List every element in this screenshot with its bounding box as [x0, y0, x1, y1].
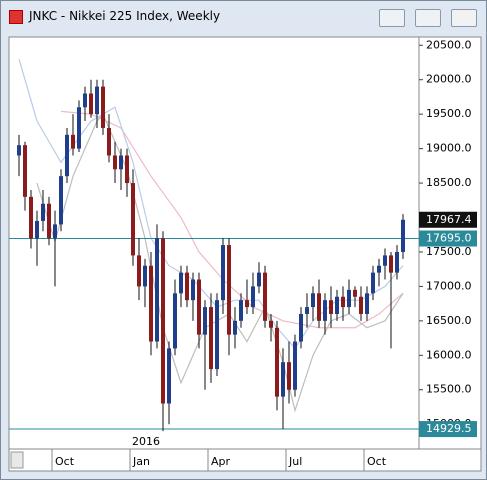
y-tick-label: 20500.0 [426, 38, 472, 51]
candle-body [395, 251, 399, 273]
candle-body [95, 86, 99, 115]
last-price-label: 17967.4 [426, 213, 472, 226]
candle-body [161, 238, 165, 404]
last-price-box [419, 211, 477, 228]
x-tick-label: Oct [367, 455, 387, 468]
plot-area [8, 36, 420, 450]
candle-body [209, 307, 213, 370]
candle-body [173, 293, 177, 349]
y-tick-label: 19000.0 [426, 142, 472, 155]
candle-body [239, 300, 243, 321]
candle-body [329, 300, 333, 314]
candle-body [311, 293, 315, 308]
candle-body [137, 255, 141, 287]
candle-body [251, 286, 255, 308]
y-tick-label: 16000.0 [426, 348, 472, 361]
scroll-handle[interactable] [10, 451, 24, 469]
candle-body [305, 307, 309, 314]
candle-body [149, 265, 153, 342]
candle-body [143, 265, 147, 287]
candle-body [203, 307, 207, 335]
minimize-button[interactable] [379, 9, 405, 27]
x-tick-label: Oct [55, 455, 75, 468]
candle-body [365, 293, 369, 314]
candle-body [77, 107, 81, 149]
candle-body [113, 155, 117, 170]
candle-body [29, 196, 33, 239]
candle-body [35, 220, 39, 239]
candle-body [245, 300, 249, 308]
candle-body [119, 155, 123, 170]
candle-body [167, 348, 171, 404]
candle-body [269, 320, 273, 328]
reference-label: 14929.5 [426, 422, 472, 435]
candle-body [287, 362, 291, 390]
candle-body [23, 145, 27, 197]
x-tick-label: Jul [288, 455, 302, 468]
reference-label-box [419, 421, 477, 438]
candle-body [107, 127, 111, 156]
y-tick-label: 15500.0 [426, 383, 472, 396]
candle-body [227, 245, 231, 335]
candle-body [389, 255, 393, 273]
x-tick-label: Jan [132, 455, 150, 468]
candle-body [65, 134, 69, 177]
candle-body [341, 296, 345, 308]
candle-body [299, 313, 303, 342]
candle-body [17, 145, 21, 156]
candle-body [131, 183, 135, 256]
candle-body [401, 219, 405, 252]
candle-body [53, 224, 57, 239]
candle-body [275, 327, 279, 397]
candle-body [155, 238, 159, 342]
candle-body [179, 272, 183, 294]
candle-body [125, 155, 129, 184]
window-title: JNKC - Nikkei 225 Index, Weekly [29, 9, 221, 23]
candle-body [317, 293, 321, 321]
title-bar: JNKC - Nikkei 225 Index, Weekly [1, 1, 486, 31]
close-button[interactable] [451, 9, 477, 27]
candle-body [353, 289, 357, 297]
reference-label: 17695.0 [426, 232, 472, 245]
candle-body [83, 93, 87, 108]
candle-body [347, 289, 351, 308]
year-label: 2016 [132, 435, 160, 448]
candle-body [233, 320, 237, 335]
y-tick-label: 20000.0 [426, 73, 472, 86]
candle-body [281, 362, 285, 397]
y-tick-label: 16500.0 [426, 314, 472, 327]
candle-body [101, 86, 105, 128]
reference-label-box [419, 230, 477, 247]
candle-body [191, 279, 195, 301]
time-axis [8, 448, 482, 472]
candle-body [263, 272, 267, 321]
candle-body [221, 245, 225, 301]
candle-body [215, 300, 219, 370]
candle-body [257, 272, 261, 287]
candle-body [41, 203, 45, 221]
candle-body [197, 279, 201, 335]
candle-body [377, 265, 381, 273]
candle-body [59, 176, 63, 225]
maximize-button[interactable] [415, 9, 441, 27]
candle-body [383, 255, 387, 266]
candle-body [335, 296, 339, 314]
y-tick-label: 17000.0 [426, 279, 472, 292]
candle-body [293, 341, 297, 390]
candle-body [71, 134, 75, 149]
candle-body [185, 272, 189, 301]
candle-body [323, 300, 327, 321]
candle-body [89, 93, 93, 115]
candle-body [47, 203, 51, 239]
candle-body [359, 296, 363, 314]
x-tick-label: Apr [211, 455, 231, 468]
y-tick-label: 18500.0 [426, 176, 472, 189]
app-icon [9, 10, 23, 24]
y-tick-label: 19500.0 [426, 107, 472, 120]
y-tick-label: 17500.0 [426, 245, 472, 258]
candle-body [371, 272, 375, 294]
